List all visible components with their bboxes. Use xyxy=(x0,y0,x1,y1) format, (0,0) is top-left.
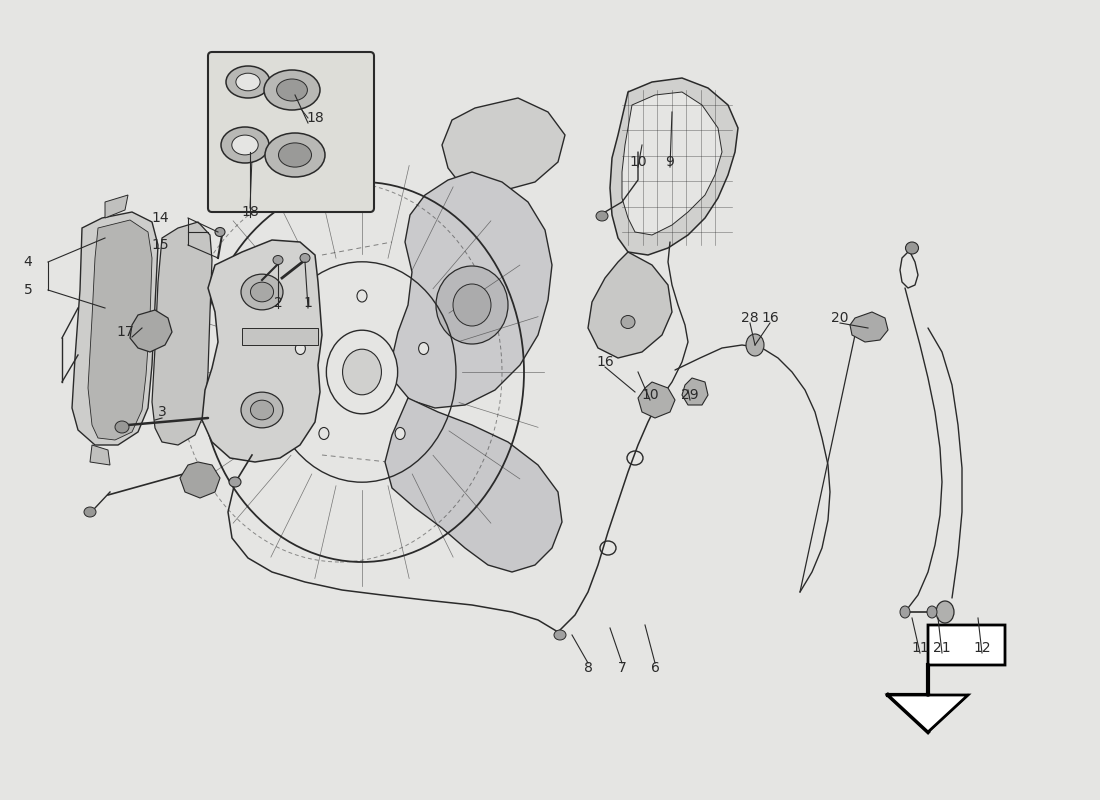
Polygon shape xyxy=(180,462,220,498)
Text: 12: 12 xyxy=(974,641,991,655)
Ellipse shape xyxy=(453,284,491,326)
Polygon shape xyxy=(385,398,562,572)
Ellipse shape xyxy=(273,255,283,265)
Ellipse shape xyxy=(296,342,306,354)
Ellipse shape xyxy=(358,290,367,302)
Polygon shape xyxy=(104,195,128,218)
Text: 29: 29 xyxy=(681,388,698,402)
Polygon shape xyxy=(442,98,565,192)
Polygon shape xyxy=(90,445,110,465)
Ellipse shape xyxy=(265,133,324,177)
Ellipse shape xyxy=(251,400,274,420)
Ellipse shape xyxy=(419,342,429,354)
Polygon shape xyxy=(621,92,722,235)
Text: 18: 18 xyxy=(241,205,258,219)
Ellipse shape xyxy=(905,242,918,254)
Ellipse shape xyxy=(554,630,566,640)
Ellipse shape xyxy=(900,606,910,618)
Polygon shape xyxy=(392,172,552,408)
Text: 18: 18 xyxy=(306,111,323,125)
Ellipse shape xyxy=(927,606,937,618)
Ellipse shape xyxy=(229,477,241,487)
Polygon shape xyxy=(888,625,1005,732)
Text: 3: 3 xyxy=(157,405,166,419)
Text: 21: 21 xyxy=(933,641,950,655)
Text: 15: 15 xyxy=(151,238,168,252)
Polygon shape xyxy=(588,252,672,358)
Ellipse shape xyxy=(746,334,764,356)
Polygon shape xyxy=(202,240,322,462)
Text: 2: 2 xyxy=(274,296,283,310)
Ellipse shape xyxy=(936,601,954,623)
Ellipse shape xyxy=(116,421,129,433)
Text: 10: 10 xyxy=(641,388,659,402)
Polygon shape xyxy=(682,378,708,405)
Text: 11: 11 xyxy=(911,641,928,655)
Ellipse shape xyxy=(342,349,382,395)
Polygon shape xyxy=(72,212,158,445)
Ellipse shape xyxy=(214,227,225,237)
Ellipse shape xyxy=(436,266,508,344)
Text: 1: 1 xyxy=(304,296,312,310)
Ellipse shape xyxy=(221,127,270,163)
Ellipse shape xyxy=(241,392,283,428)
Ellipse shape xyxy=(278,143,311,167)
Text: 17: 17 xyxy=(117,325,134,339)
Ellipse shape xyxy=(327,330,397,414)
Ellipse shape xyxy=(264,70,320,110)
Polygon shape xyxy=(610,78,738,255)
Text: 10: 10 xyxy=(629,155,647,169)
Ellipse shape xyxy=(596,211,608,221)
Polygon shape xyxy=(88,220,152,440)
Ellipse shape xyxy=(241,274,283,310)
Ellipse shape xyxy=(84,507,96,517)
Text: 16: 16 xyxy=(596,355,614,369)
Ellipse shape xyxy=(276,79,307,101)
Ellipse shape xyxy=(235,74,260,90)
Text: 28: 28 xyxy=(741,311,759,325)
Text: 7: 7 xyxy=(617,661,626,675)
FancyBboxPatch shape xyxy=(208,52,374,212)
Ellipse shape xyxy=(319,427,329,439)
Polygon shape xyxy=(152,222,212,445)
Ellipse shape xyxy=(232,135,258,155)
Ellipse shape xyxy=(251,282,274,302)
Polygon shape xyxy=(130,310,172,352)
Text: 16: 16 xyxy=(761,311,779,325)
Text: 8: 8 xyxy=(584,661,593,675)
Text: 20: 20 xyxy=(832,311,849,325)
Text: 5: 5 xyxy=(23,283,32,297)
Polygon shape xyxy=(242,328,318,345)
Text: 6: 6 xyxy=(650,661,659,675)
Polygon shape xyxy=(850,312,888,342)
Ellipse shape xyxy=(226,66,270,98)
Ellipse shape xyxy=(300,254,310,262)
Text: 4: 4 xyxy=(23,255,32,269)
Polygon shape xyxy=(638,382,675,418)
Text: 14: 14 xyxy=(151,211,168,225)
Text: 9: 9 xyxy=(666,155,674,169)
Ellipse shape xyxy=(395,427,405,439)
Ellipse shape xyxy=(621,315,635,329)
